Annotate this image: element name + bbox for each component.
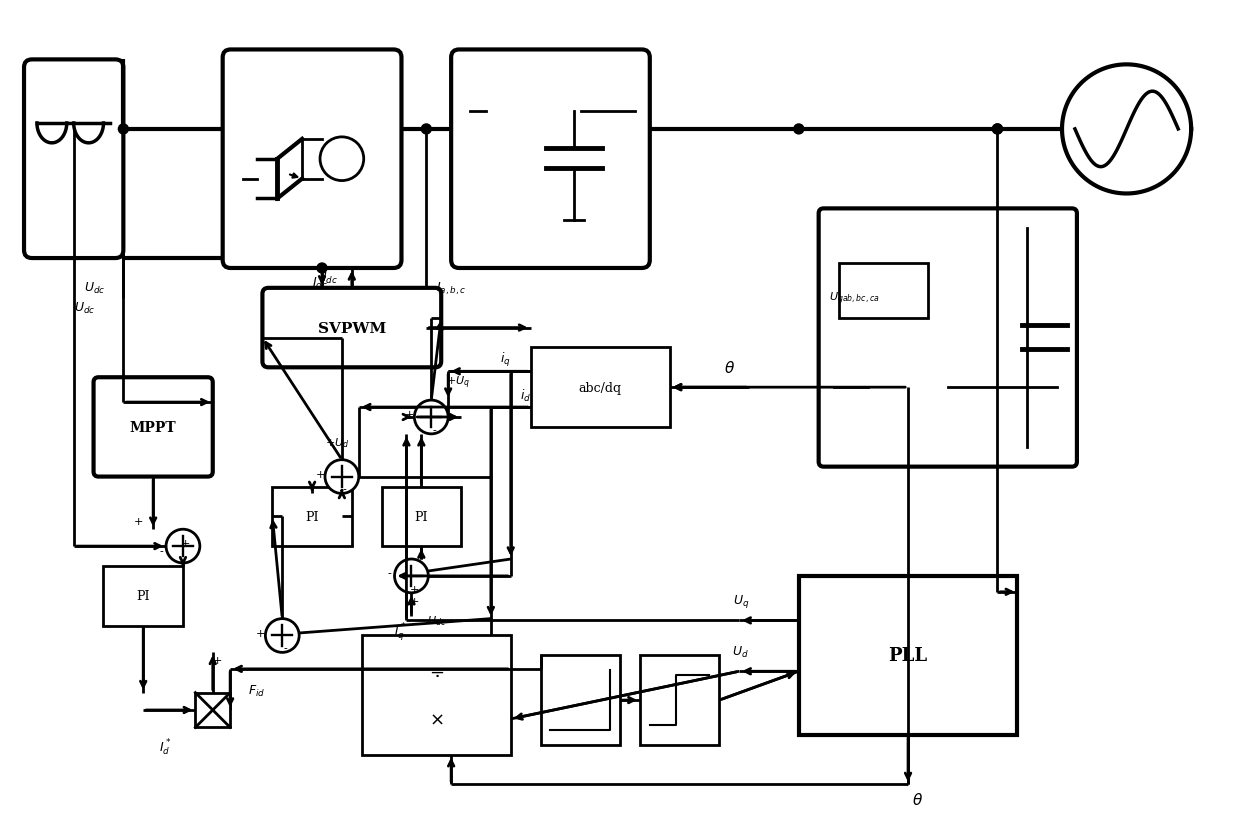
Text: -: -: [388, 568, 392, 578]
Text: MPPT: MPPT: [130, 420, 176, 434]
Text: abc/dq: abc/dq: [579, 381, 621, 394]
Text: $U_{dc}$: $U_{dc}$: [83, 281, 105, 296]
Text: $I_{dc}$: $I_{dc}$: [312, 276, 329, 291]
Text: PI: PI: [414, 510, 428, 523]
Text: $i_q$: $i_q$: [501, 351, 511, 369]
Circle shape: [414, 400, 448, 434]
Text: -: -: [343, 485, 347, 495]
Text: $I_d^*$: $I_d^*$: [160, 737, 172, 758]
Circle shape: [317, 264, 327, 274]
Circle shape: [265, 619, 299, 653]
Text: $+U_q$: $+U_q$: [446, 375, 470, 391]
Text: $U_{dc}$: $U_{dc}$: [73, 301, 95, 316]
FancyBboxPatch shape: [799, 576, 1017, 735]
Circle shape: [118, 125, 128, 135]
Text: $U_q$: $U_q$: [733, 592, 749, 609]
Text: +: +: [404, 409, 414, 419]
Circle shape: [166, 529, 200, 563]
Text: -: -: [433, 425, 436, 435]
Text: +: +: [255, 628, 265, 638]
Text: +: +: [213, 656, 222, 666]
FancyBboxPatch shape: [196, 693, 231, 728]
FancyBboxPatch shape: [223, 50, 402, 269]
FancyBboxPatch shape: [273, 487, 352, 547]
FancyBboxPatch shape: [24, 60, 123, 259]
Text: PLL: PLL: [889, 647, 928, 665]
Text: -: -: [159, 547, 162, 557]
Circle shape: [992, 125, 1002, 135]
Circle shape: [325, 460, 358, 494]
FancyBboxPatch shape: [103, 566, 184, 626]
Text: PI: PI: [305, 510, 319, 523]
Text: PI: PI: [136, 590, 150, 603]
FancyBboxPatch shape: [93, 378, 213, 477]
Circle shape: [794, 125, 804, 135]
Text: $\theta$: $\theta$: [724, 360, 735, 375]
Circle shape: [394, 559, 428, 593]
Text: $\times$: $\times$: [429, 710, 444, 728]
Circle shape: [992, 125, 1002, 135]
Text: $U_d$: $U_d$: [733, 644, 749, 659]
Circle shape: [320, 138, 363, 181]
Text: $\div$: $\div$: [429, 662, 444, 681]
FancyBboxPatch shape: [263, 289, 441, 368]
Text: $+U_d$: $+U_d$: [325, 435, 350, 449]
Text: +: +: [315, 469, 325, 479]
Text: $U_{gab,bc,ca}$: $U_{gab,bc,ca}$: [828, 290, 879, 307]
Text: $I_q^*$: $I_q^*$: [394, 619, 407, 642]
FancyBboxPatch shape: [640, 656, 719, 745]
Polygon shape: [329, 146, 355, 172]
Text: +: +: [409, 596, 419, 606]
Text: $I_{dc}$: $I_{dc}$: [322, 271, 339, 286]
FancyBboxPatch shape: [382, 487, 461, 547]
Text: SVPWM: SVPWM: [317, 321, 386, 335]
Text: +: +: [409, 584, 419, 594]
FancyBboxPatch shape: [451, 50, 650, 269]
Circle shape: [422, 125, 432, 135]
Text: +: +: [181, 538, 191, 548]
Text: $i_d$: $i_d$: [520, 388, 531, 404]
FancyBboxPatch shape: [531, 348, 670, 428]
Text: +: +: [134, 517, 143, 527]
Text: $I_{a,b,c}$: $I_{a,b,c}$: [436, 280, 466, 297]
Text: $\theta$: $\theta$: [913, 791, 924, 807]
FancyBboxPatch shape: [818, 209, 1076, 467]
Text: -: -: [284, 643, 288, 653]
Text: $U_{dc}$: $U_{dc}$: [427, 614, 446, 628]
FancyBboxPatch shape: [541, 656, 620, 745]
FancyBboxPatch shape: [838, 264, 928, 318]
Text: $F_{id}$: $F_{id}$: [248, 683, 264, 698]
FancyBboxPatch shape: [362, 636, 511, 755]
